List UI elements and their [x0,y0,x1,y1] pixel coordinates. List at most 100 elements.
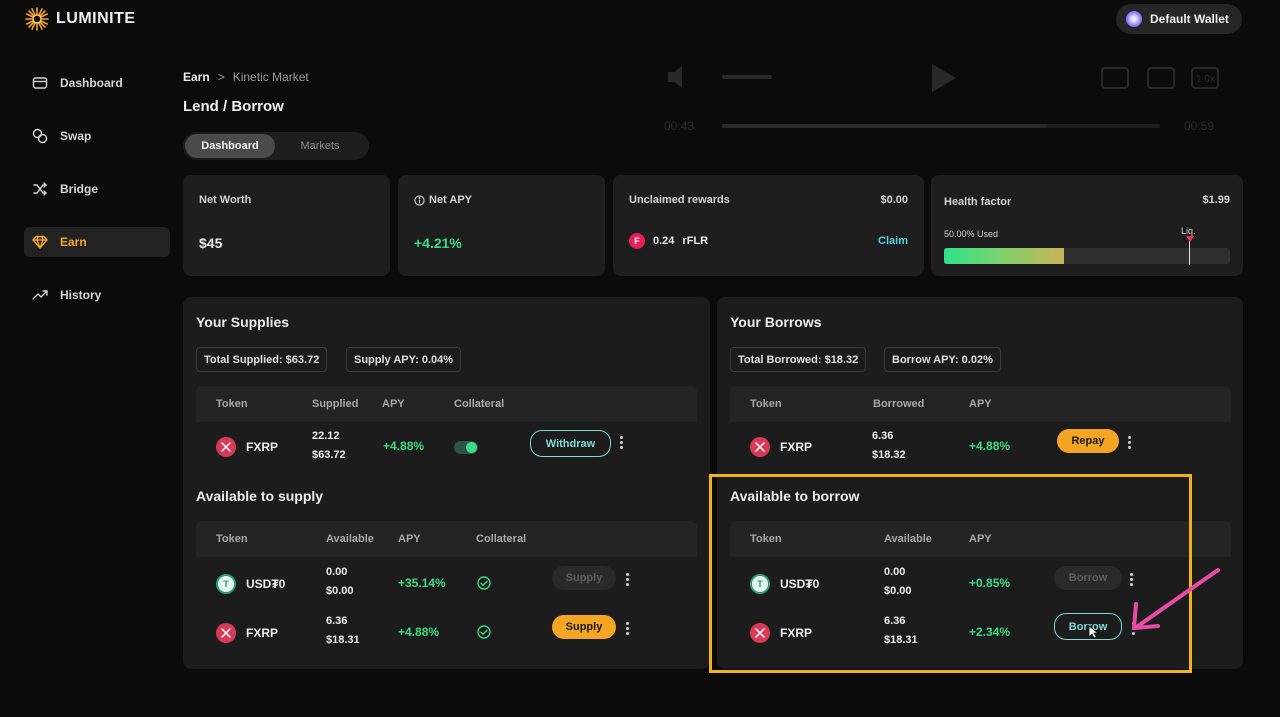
claim-button[interactable]: Claim [878,235,908,247]
apy-value: +4.88% [398,625,440,639]
supplies-panel: Your Supplies Total Supplied: $63.72 Sup… [183,297,710,669]
mouse-pointer-icon [1088,625,1098,639]
repay-button[interactable]: Repay [1057,429,1119,453]
video-speed: 1.0x [1196,74,1215,85]
supply-button[interactable]: Supply [552,615,616,639]
usd-amount: $0.00 [884,585,912,597]
check-circle-icon [477,576,491,590]
table-row: FXRP 6.36 $18.32 +4.88% Repay [730,425,1231,469]
more-options-icon[interactable] [620,436,624,451]
net-apy-label: Net APY [429,194,472,206]
reward-token: rFLR [682,235,709,247]
total-borrowed-chip: Total Borrowed: $18.32 [730,347,867,372]
apy-value: +4.88% [969,439,1011,453]
supply-button[interactable]: Supply [552,566,616,590]
token-cell: FXRP [216,437,278,457]
token-amount: 6.36 [872,430,894,442]
total-supplied-chip: Total Supplied: $63.72 [196,347,328,372]
more-options-icon[interactable] [1128,436,1132,451]
sidebar-item-label: Swap [60,129,92,143]
wallet-label: Default Wallet [1150,12,1229,26]
net-apy-card: Net APY +4.21% [398,175,605,276]
video-progress-fill [722,124,1047,128]
rflr-token-icon: F [629,233,645,249]
sidebar-item-swap[interactable]: Swap [24,121,170,151]
token-cell: T USD₮0 [216,574,285,594]
tab-dashboard[interactable]: Dashboard [185,134,275,158]
liquidation-marker-icon [1186,236,1194,242]
amount-cell: 0.00 $0.00 [326,563,354,601]
apy-value: +4.88% [383,439,425,453]
supplies-title: Your Supplies [196,314,290,330]
breadcrumb-separator: > [217,70,225,84]
token-name: FXRP [780,440,813,454]
xrp-token-icon [750,437,770,457]
token-cell: T USD₮0 [750,574,819,594]
token-name: USD₮0 [246,577,286,591]
wallet-avatar-icon [1126,11,1142,27]
col-collateral: Collateral [454,398,505,410]
health-progress-bar [944,248,1230,264]
brand-logo[interactable]: LUMINITE [24,6,136,32]
usdt-token-icon: T [216,574,236,594]
liquidation-label: Liq. [1181,226,1196,236]
apy-value: +35.14% [398,576,446,590]
col-apy: APY [969,533,992,545]
check-circle-icon [477,625,491,639]
health-factor-card: Health factor $1.99 50.00% Used Liq. [931,175,1243,276]
usd-amount: $18.31 [884,634,918,646]
wallet-button[interactable]: Default Wallet [1116,4,1242,34]
tutorial-arrow-icon [1131,568,1220,631]
swap-icon [32,128,48,144]
info-icon[interactable] [414,194,425,206]
available-supply-table-header: Token Available APY Collateral [196,521,697,557]
token-cell: FXRP [750,623,812,643]
borrow-button[interactable]: Borrow [1054,613,1122,640]
health-factor-label: Health factor [944,196,1012,208]
col-token: Token [216,533,248,545]
token-name: USD₮0 [780,577,820,591]
sidebar-item-dashboard[interactable]: Dashboard [24,68,170,98]
withdraw-button[interactable]: Withdraw [530,430,611,457]
sidebar-item-earn[interactable]: Earn [24,227,170,257]
view-tabs: Dashboard Markets [183,132,369,160]
sidebar-item-history[interactable]: History [24,280,170,310]
shuffle-icon [33,182,47,196]
borrows-table-header: Token Borrowed APY [730,386,1231,422]
apy-value: +0.85% [969,576,1011,590]
more-options-icon[interactable] [626,622,630,637]
col-borrowed: Borrowed [873,398,925,410]
rewards-value: $0.00 [880,194,908,206]
tab-markets[interactable]: Markets [300,140,340,152]
col-token: Token [750,398,782,410]
sidebar-item-bridge[interactable]: Bridge [24,174,170,204]
col-token: Token [750,533,782,545]
rewards-card: Unclaimed rewards $0.00 F 0.24 rFLR Clai… [613,175,924,276]
amount-cell: 22.12 $63.72 [312,427,346,465]
table-row: T USD₮0 0.00 $0.00 +35.14% Supply [196,562,697,606]
amount-cell: 6.36 $18.31 [884,612,918,650]
trend-icon [32,290,48,300]
health-factor-value: $1.99 [1202,194,1230,206]
borrow-button[interactable]: Borrow [1054,566,1122,590]
more-options-icon[interactable] [626,573,630,588]
supplies-table-header: Token Supplied APY Collateral [196,386,697,422]
health-used-label: 50.00% Used [944,229,999,239]
page-title: Lend / Borrow [183,98,284,115]
net-apy-header: Net APY [414,194,472,206]
sidebar-item-label: Earn [60,235,87,249]
collateral-toggle[interactable] [454,441,478,454]
token-name: FXRP [246,440,279,454]
col-apy: APY [398,533,421,545]
amount-cell: 6.36 $18.31 [326,612,360,650]
more-options-icon[interactable] [1130,573,1134,588]
breadcrumb: Earn > Kinetic Market [183,70,309,84]
sun-logo-icon [25,7,49,31]
token-name: FXRP [780,626,813,640]
xrp-token-icon [216,437,236,457]
token-amount: 6.36 [326,615,348,627]
col-collateral: Collateral [476,533,527,545]
breadcrumb-root[interactable]: Earn [183,70,210,84]
net-worth-label: Net Worth [199,194,252,206]
